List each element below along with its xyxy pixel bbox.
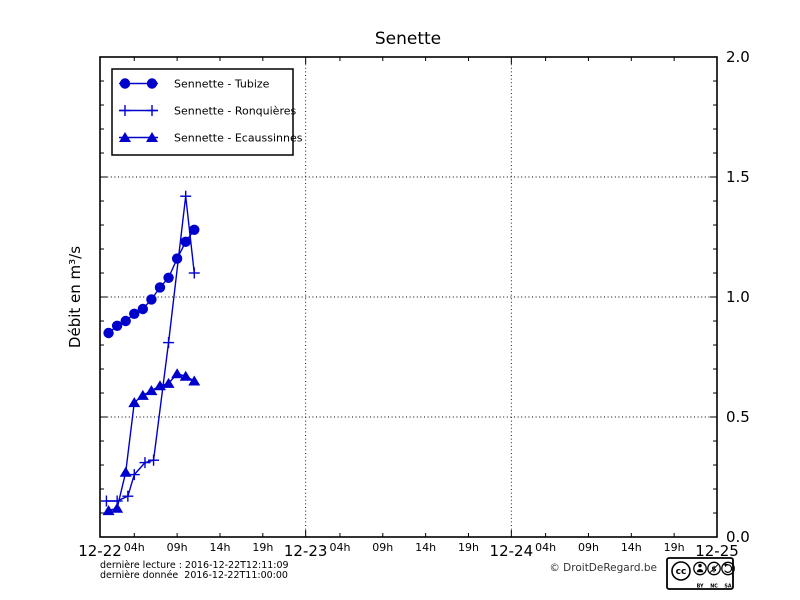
day-tick-label: 12-25 — [695, 542, 739, 560]
hour-tick-label: 14h — [415, 541, 436, 554]
data-point-marker — [146, 132, 158, 142]
data-point-marker — [119, 78, 131, 89]
y-axis-label: Débit en m³/s — [66, 246, 84, 348]
hour-tick-label: 09h — [372, 541, 393, 554]
y-tick-label: 1.0 — [726, 288, 750, 306]
hour-tick-label: 09h — [167, 541, 188, 554]
data-point-marker — [189, 224, 200, 235]
legend-item: Sennette - Tubize — [119, 78, 270, 91]
data-point-marker — [162, 377, 175, 388]
nc-no-dollar-icon — [707, 561, 721, 576]
legend-item: Sennette - Ronquières — [119, 105, 296, 118]
data-point-marker — [146, 78, 158, 89]
data-point-marker — [120, 315, 131, 327]
data-point-marker — [137, 303, 149, 315]
cc-term-label: NC — [710, 584, 718, 590]
data-series — [100, 190, 201, 516]
data-point-marker — [119, 466, 132, 477]
cc-logo-icon — [671, 561, 691, 581]
footer-last-data: dernière donnée 2016-12-22T11:00:00 — [100, 570, 288, 581]
cc-term-label: BY — [697, 584, 704, 590]
data-point-marker — [111, 320, 123, 331]
y-tick-label: 2.0 — [726, 48, 750, 66]
y-tick-label: 0.5 — [726, 408, 750, 426]
day-tick-label: 12-22 — [78, 542, 122, 560]
nc-slash-shape — [709, 563, 719, 574]
hour-tick-label: 19h — [458, 541, 479, 554]
data-point-marker — [145, 385, 158, 396]
hour-tick-label: 09h — [578, 541, 599, 554]
x-axis-tick-labels: 12-22 12-23 12-24 12-25 04h 09h 14h 19h 04h 09h 14… — [78, 541, 739, 560]
legend: Sennette - Tubize Sennette - Ronquières Se… — [111, 68, 303, 156]
day-tick-label: 12-24 — [490, 542, 534, 560]
data-point-marker — [154, 282, 166, 293]
data-point-marker — [111, 502, 124, 513]
hour-tick-label: 04h — [329, 541, 350, 554]
data-point-marker — [163, 272, 174, 283]
legend-label: Sennette - Ecaussinnes — [174, 132, 303, 145]
legend-label: Sennette - Tubize — [174, 78, 270, 91]
data-point-marker — [179, 370, 192, 381]
hour-tick-label: 19h — [252, 541, 273, 554]
series-circle — [103, 224, 200, 339]
legend-item: Sennette - Ecaussinnes — [119, 132, 303, 145]
data-point-marker — [128, 397, 141, 408]
hour-tick-label: 14h — [621, 541, 642, 554]
data-point-marker — [136, 389, 149, 400]
by-person-icon — [693, 561, 707, 576]
gridlines — [100, 57, 717, 537]
y-tick-label: 1.5 — [726, 168, 750, 186]
day-tick-label: 12-23 — [284, 542, 328, 560]
data-point-marker — [119, 132, 131, 142]
data-point-marker — [180, 236, 191, 247]
data-point-marker — [103, 327, 114, 339]
hour-tick-label: 04h — [535, 541, 556, 554]
sa-arrow-arc — [724, 564, 733, 573]
hour-tick-label: 14h — [209, 541, 230, 554]
cc-logo-text: cc — [676, 567, 687, 577]
person-body-shape — [696, 569, 704, 573]
series-plus — [100, 190, 200, 507]
data-point-marker — [188, 375, 201, 386]
sa-arrowhead-shape — [723, 563, 729, 568]
data-point-marker — [129, 308, 140, 319]
hour-tick-label: 04h — [124, 541, 145, 554]
hour-tick-label: 19h — [664, 541, 685, 554]
copyright-text: © DroitDeRegard.be — [549, 562, 657, 574]
chart-title: Senette — [375, 29, 441, 49]
series-triangle — [102, 368, 201, 516]
data-point-marker — [146, 294, 157, 305]
legend-label: Sennette - Ronquières — [174, 105, 296, 118]
y-tick-label: 0.0 — [726, 528, 750, 546]
axis-ticks — [99, 56, 718, 538]
data-point-marker — [171, 253, 183, 264]
footer-last-reading: dernière lecture : 2016-12-22T12:11:09 — [100, 560, 289, 571]
cc-term-label: SA — [724, 584, 731, 590]
person-head-shape — [698, 563, 702, 568]
y-axis-tick-labels: 0.0 0.5 1.0 1.5 2.0 — [726, 48, 750, 546]
sa-share-alike-icon — [721, 561, 735, 576]
data-point-marker — [171, 368, 184, 379]
series-line — [108, 229, 195, 334]
